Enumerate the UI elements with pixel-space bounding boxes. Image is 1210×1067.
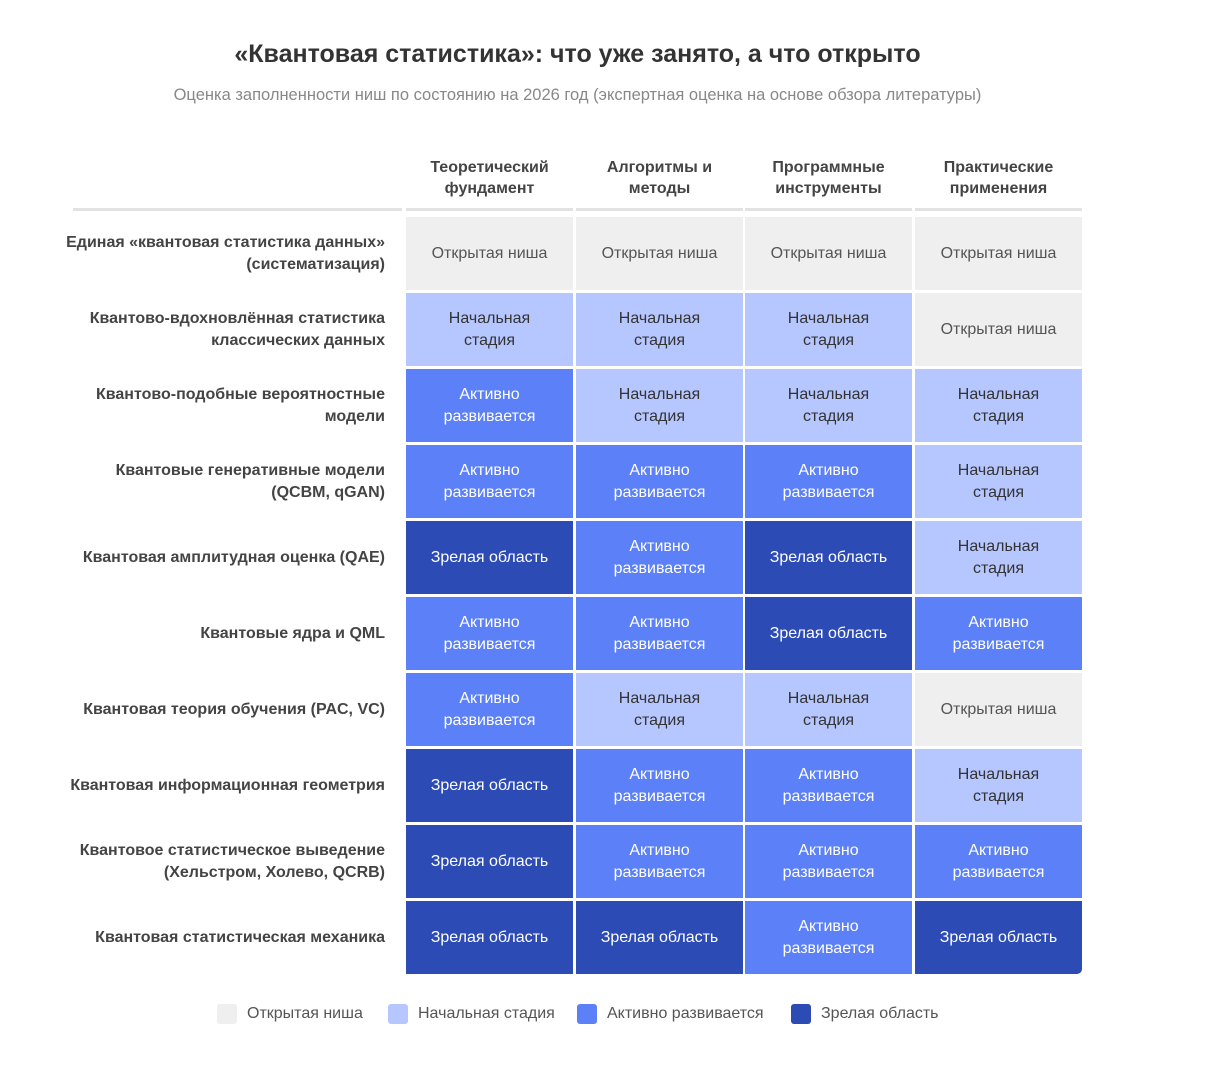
heatmap-cell: Открытая ниша [915,293,1082,366]
chart-title: «Квантовая статистика»: что уже занято, … [234,40,921,68]
row-label: Квантовые генеративные модели (QCBM, qGA… [115,461,385,501]
heatmap-cell: Активно развивается [915,597,1082,670]
heatmap-cell: Активно развивается [406,369,573,442]
heatmap-cell: Начальная стадия [745,293,912,366]
heatmap-cell: Зрелая область [576,901,743,974]
heatmap-cell: Начальная стадия [576,293,743,366]
heatmap-cell: Активно развивается [576,521,743,594]
heatmap-cell: Начальная стадия [745,369,912,442]
heatmap-cell: Открытая ниша [406,217,573,290]
legend-swatch [217,1003,237,1024]
heatmap-cell: Активно развивается [576,749,743,822]
header-underline [406,208,573,211]
legend-swatch [577,1003,597,1024]
row-label: Единая «квантовая статистика данных» (си… [66,233,385,273]
heatmap-cell: Открытая ниша [915,673,1082,746]
heatmap-cell: Активно развивается [745,901,912,974]
header-underline [915,208,1082,211]
header-underline [576,208,743,211]
row-label: Квантовая информационная геометрия [70,776,385,794]
legend-label: Активно развивается [607,1004,764,1022]
heatmap-cell: Зрелая область [406,521,573,594]
heatmap-cell: Открытая ниша [915,217,1082,290]
row-label: Квантовая амплитудная оценка (QAE) [82,548,385,566]
heatmap-cell: Зрелая область [745,521,912,594]
row-label: Квантово-подобные вероятностные модели [95,385,385,425]
heatmap-cell: Активно развивается [915,825,1082,898]
row-label: Квантовая статистическая механика [95,928,385,946]
legend-label: Открытая ниша [247,1004,363,1022]
row-label: Квантово-вдохновлённая статистика класси… [89,309,385,349]
heatmap-cell: Начальная стадия [915,445,1082,518]
heatmap-cell: Начальная стадия [915,521,1082,594]
heatmap-cell: Активно развивается [745,825,912,898]
heatmap-cell: Начальная стадия [915,369,1082,442]
heatmap-cell: Активно развивается [406,445,573,518]
row-label: Квантовое статистическое выведение (Хель… [79,841,385,881]
column-header: Практические применения [943,159,1054,197]
heatmap-cell: Начальная стадия [406,293,573,366]
heatmap-cell: Открытая ниша [576,217,743,290]
legend-item: Активно развивается [577,1003,764,1024]
header-underline [745,208,912,211]
heatmap-cell: Открытая ниша [745,217,912,290]
heatmap-cell: Зрелая область [745,597,912,670]
column-header: Теоретический фундамент [430,159,549,197]
heatmap-cell: Зрелая область [406,825,573,898]
legend-item: Начальная стадия [388,1003,555,1024]
heatmap-cell: Активно развивается [576,825,743,898]
legend-swatch [388,1003,408,1024]
header-underline [73,208,402,211]
heatmap-cell: Начальная стадия [576,369,743,442]
heatmap-cell: Активно развивается [745,445,912,518]
chart-subtitle: Оценка заполненности ниш по состоянию на… [173,86,982,104]
legend-label: Начальная стадия [418,1004,555,1022]
heatmap-cell: Зрелая область [915,901,1082,974]
row-label: Квантовая теория обучения (PAC, VC) [83,700,385,718]
heatmap-cell: Активно развивается [576,597,743,670]
column-header: Программные инструменты [772,159,885,197]
legend-swatch [791,1003,811,1024]
heatmap-cell: Активно развивается [745,749,912,822]
heatmap-cell: Зрелая область [406,901,573,974]
row-label: Квантовые ядра и QML [200,624,385,642]
heatmap-cell: Начальная стадия [576,673,743,746]
legend-item: Открытая ниша [217,1003,363,1024]
heatmap-cell: Начальная стадия [745,673,912,746]
legend-item: Зрелая область [791,1003,939,1024]
column-header: Алгоритмы и методы [606,159,713,197]
heatmap-cell: Активно развивается [576,445,743,518]
heatmap-cell: Начальная стадия [915,749,1082,822]
legend-label: Зрелая область [821,1004,939,1022]
heatmap-cell: Активно развивается [406,597,573,670]
heatmap-cell: Зрелая область [406,749,573,822]
heatmap-cell: Активно развивается [406,673,573,746]
